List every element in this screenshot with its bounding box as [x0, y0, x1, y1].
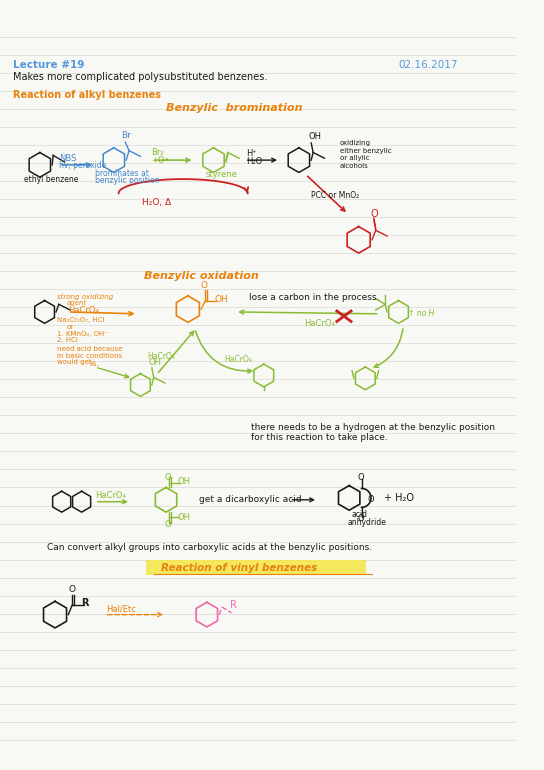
Text: Hal/Etc: Hal/Etc: [106, 604, 136, 614]
Text: styrene: styrene: [206, 170, 238, 179]
Text: for this reaction to take place.: for this reaction to take place.: [251, 433, 388, 442]
Text: ↑ no H: ↑ no H: [408, 310, 435, 318]
Text: agent: agent: [66, 300, 86, 306]
Text: OH: OH: [308, 132, 322, 141]
Text: OH: OH: [214, 295, 228, 304]
Text: O: O: [164, 520, 171, 529]
Text: would get: would get: [57, 360, 91, 365]
Text: oxidizing: oxidizing: [339, 140, 370, 146]
Text: H₂O, Δ: H₂O, Δ: [143, 199, 171, 207]
Text: Reaction of alkyl benzenes: Reaction of alkyl benzenes: [13, 89, 161, 99]
Text: in basic conditions: in basic conditions: [57, 353, 122, 359]
Text: HaCrO₄: HaCrO₄: [95, 490, 126, 500]
Text: 02.16.2017: 02.16.2017: [399, 60, 458, 70]
Text: Na₂Cr₂O₇, HCl: Na₂Cr₂O₇, HCl: [57, 317, 104, 323]
Text: O: O: [358, 514, 364, 524]
Text: Makes more complicated polysubstituted benzenes.: Makes more complicated polysubstituted b…: [13, 72, 268, 82]
Text: O: O: [164, 473, 171, 481]
Text: H₂O: H₂O: [246, 156, 262, 166]
Text: HaCrO₄: HaCrO₄: [304, 319, 335, 328]
Text: ethyl benzene: ethyl benzene: [24, 175, 78, 183]
Text: Benzylic oxidation: Benzylic oxidation: [144, 271, 259, 281]
Text: OH: OH: [177, 477, 190, 487]
Text: H⁺: H⁺: [246, 149, 257, 158]
Text: 2. HCl: 2. HCl: [57, 337, 78, 343]
Text: OH: OH: [177, 514, 190, 522]
Text: need acid because: need acid because: [57, 346, 122, 352]
Text: hv, peroxide: hv, peroxide: [59, 161, 106, 170]
Text: benzylic position: benzylic position: [95, 176, 159, 185]
Text: acid: acid: [351, 511, 367, 520]
Text: O: O: [69, 584, 75, 594]
Text: Br₂: Br₂: [151, 148, 164, 157]
Text: + H₂O: + H₂O: [384, 493, 415, 503]
Text: R: R: [230, 600, 237, 610]
Text: R: R: [82, 598, 89, 608]
Text: PCC or MnO₂: PCC or MnO₂: [311, 191, 360, 199]
Text: either benzylic: either benzylic: [339, 148, 391, 154]
FancyBboxPatch shape: [146, 560, 366, 574]
Text: alcohols: alcohols: [339, 162, 368, 169]
Text: anhydride: anhydride: [347, 518, 386, 527]
Text: strong oxidizing: strong oxidizing: [57, 293, 113, 300]
Text: ℵ₁.: ℵ₁.: [89, 361, 100, 367]
Text: HaCrO₄: HaCrO₄: [147, 352, 175, 361]
Text: Br: Br: [121, 131, 131, 140]
Text: Benzylic  bromination: Benzylic bromination: [166, 103, 302, 113]
Text: HaCrO₄: HaCrO₄: [224, 355, 252, 364]
Text: O: O: [200, 281, 207, 290]
Text: or: or: [66, 324, 73, 330]
Text: NBS: NBS: [59, 154, 76, 162]
Text: O: O: [367, 495, 374, 504]
Text: Reaction of vinyl benzenes: Reaction of vinyl benzenes: [162, 563, 318, 573]
Text: lose a carbon in the process.: lose a carbon in the process.: [249, 293, 379, 302]
Text: HaCrO₄: HaCrO₄: [69, 306, 100, 316]
Text: O: O: [358, 473, 364, 481]
Text: or allylic: or allylic: [339, 156, 369, 161]
Text: Lecture #19: Lecture #19: [13, 60, 85, 70]
Text: O: O: [370, 209, 378, 219]
Text: OH: OH: [149, 358, 162, 367]
Text: there needs to be a hydrogen at the benzylic position: there needs to be a hydrogen at the benz…: [251, 424, 496, 432]
Text: Can convert alkyl groups into carboxylic acids at the benzylic positions.: Can convert alkyl groups into carboxylic…: [47, 543, 373, 552]
Text: brominates at: brominates at: [95, 169, 149, 178]
Text: get a dicarboxylic acid: get a dicarboxylic acid: [199, 495, 302, 504]
Text: +O•: +O•: [151, 156, 169, 165]
Text: 1. KMnO₄, OH⁻: 1. KMnO₄, OH⁻: [57, 331, 108, 336]
